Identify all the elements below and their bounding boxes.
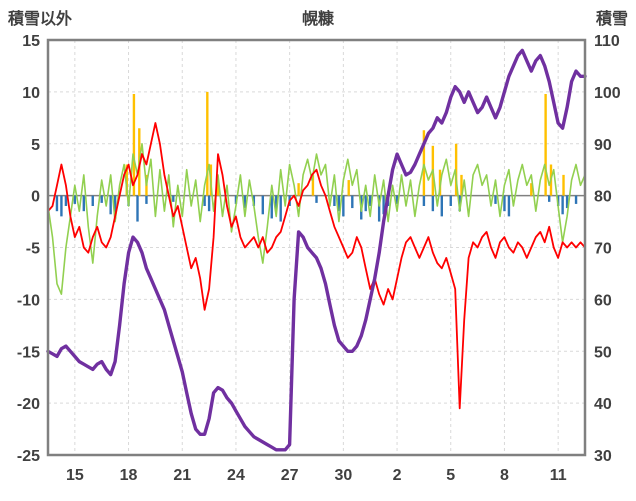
chart-title-text: 幌糠 bbox=[301, 11, 334, 28]
x-axis-tick-label: 24 bbox=[227, 467, 245, 484]
left-axis-title: 積雪以外 bbox=[8, 11, 73, 28]
right-axis-tick-label: 90 bbox=[594, 137, 612, 154]
x-axis-tick-label: 11 bbox=[550, 467, 567, 484]
red-line bbox=[47, 122, 586, 410]
left-axis-tick-label: -15 bbox=[17, 344, 40, 361]
left-axis-tick-label: -10 bbox=[17, 292, 40, 309]
right-axis-tick-label: 60 bbox=[594, 292, 612, 309]
x-axis-tick-label: 21 bbox=[173, 467, 191, 484]
purple-line bbox=[46, 48, 587, 452]
plot-area bbox=[48, 40, 585, 455]
x-axis-tick-label: 30 bbox=[334, 467, 352, 484]
x-axis-tick-label: 15 bbox=[66, 467, 84, 484]
x-axis-tick-label: 2 bbox=[393, 467, 402, 484]
chart-title: 幌糠 bbox=[0, 5, 636, 29]
x-axis-tick-label: 27 bbox=[281, 467, 299, 484]
right-axis-tick-label: 40 bbox=[594, 396, 612, 413]
x-axis-tick-label: 18 bbox=[120, 467, 138, 484]
right-axis-tick-label: 110 bbox=[594, 33, 620, 50]
right-axis-tick-label: 100 bbox=[594, 85, 621, 102]
left-axis-tick-label: -25 bbox=[17, 448, 40, 465]
left-axis-tick-label: 10 bbox=[22, 85, 40, 102]
x-axis-tick-label: 5 bbox=[446, 467, 455, 484]
left-axis-tick-label: 0 bbox=[31, 189, 40, 206]
left-axis-tick-label: -20 bbox=[17, 396, 40, 413]
right-axis-tick-label: 80 bbox=[594, 189, 612, 206]
x-axis-tick-label: 8 bbox=[500, 467, 509, 484]
right-axis-tick-label: 30 bbox=[594, 448, 612, 465]
right-axis-tick-label: 50 bbox=[594, 344, 612, 361]
plot-border bbox=[46, 38, 587, 457]
right-axis-tick-label: 70 bbox=[594, 241, 612, 258]
right-axis-title: 積雪 bbox=[595, 11, 628, 28]
left-axis-tick-label: 15 bbox=[22, 33, 40, 50]
left-axis-tick-label: 5 bbox=[31, 137, 40, 154]
left-axis-tick-label: -5 bbox=[26, 241, 40, 258]
